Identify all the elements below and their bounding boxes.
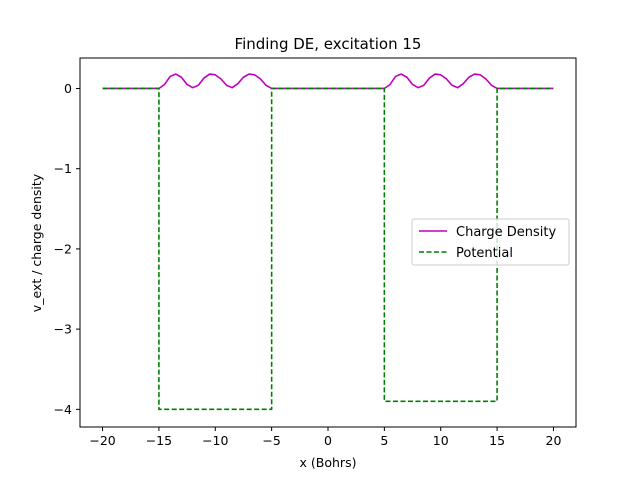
legend-label-charge-density: Charge Density (456, 225, 557, 240)
y-tick-label: 0 (64, 81, 72, 96)
x-tick-label: −20 (89, 433, 115, 448)
series-line-charge-density (102, 73, 554, 90)
y-axis-ticks: 0 −1 −2 −3 −4 (54, 81, 80, 417)
legend-box (411, 218, 570, 266)
x-tick-label: −5 (262, 433, 280, 448)
x-tick-label: 0 (324, 433, 332, 448)
y-axis-label: v_ext / charge density (29, 173, 44, 312)
x-tick-label: 5 (380, 433, 388, 448)
x-tick-label: −10 (202, 433, 228, 448)
y-tick-label: −1 (54, 161, 72, 176)
x-axis-ticks: −20 −15 −10 −5 0 5 10 15 20 (89, 427, 561, 448)
x-tick-label: −15 (146, 433, 172, 448)
y-tick-label: −3 (54, 322, 72, 337)
x-tick-label: 20 (546, 433, 562, 448)
y-tick-label: −4 (54, 402, 72, 417)
chart-title: Finding DE, excitation 15 (235, 35, 422, 53)
legend-label-potential: Potential (456, 246, 513, 261)
series-layer (102, 73, 554, 411)
x-tick-label: 10 (433, 433, 449, 448)
series-line-potential (102, 87, 554, 411)
legend: Charge Density Potential (411, 218, 570, 266)
x-tick-label: 15 (489, 433, 505, 448)
y-tick-label: −2 (54, 241, 72, 256)
x-axis-label: x (Bohrs) (300, 455, 357, 470)
